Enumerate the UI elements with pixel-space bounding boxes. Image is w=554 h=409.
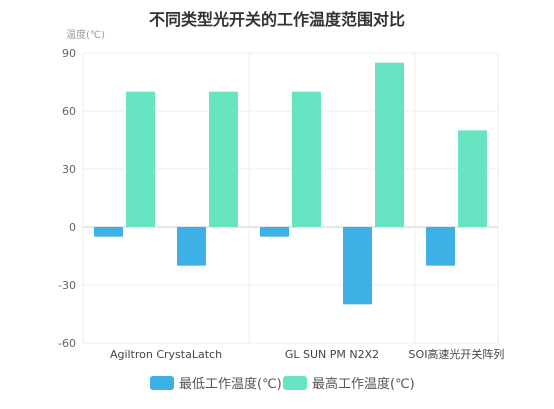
chart-title: 不同类型光开关的工作温度范围对比 <box>149 10 405 29</box>
y-axis-label: 温度(℃) <box>66 28 105 41</box>
y-axis-ticks: 90 60 30 0 -30 -60 <box>58 47 76 350</box>
legend[interactable]: 最低工作温度(℃) 最高工作温度(℃) <box>150 376 415 392</box>
bar-min-2[interactable] <box>177 227 206 266</box>
y-tick-label: -60 <box>58 337 76 350</box>
bar-min-1[interactable] <box>94 227 123 237</box>
y-tick-label: 60 <box>62 105 76 118</box>
bar-max-5[interactable] <box>458 130 487 227</box>
y-tick-label: 30 <box>62 163 76 176</box>
bar-max-4[interactable] <box>375 62 404 227</box>
legend-label: 最高工作温度(℃) <box>312 376 415 392</box>
bar-max-1[interactable] <box>126 91 155 228</box>
x-category-label: SOI高速光开关阵列 <box>409 347 505 361</box>
bar-min-3[interactable] <box>260 227 289 237</box>
x-axis-categories: Agiltron CrystaLatch GL SUN PM N2X2 SOI高速光… <box>110 347 505 361</box>
bar-max-2[interactable] <box>209 91 238 228</box>
bar-min-5[interactable] <box>426 227 455 266</box>
x-category-label: Agiltron CrystaLatch <box>110 348 222 361</box>
x-category-label: GL SUN PM N2X2 <box>285 348 379 361</box>
legend-swatch <box>283 376 307 390</box>
legend-swatch <box>150 376 174 390</box>
y-tick-label: -30 <box>58 279 76 292</box>
legend-item-max[interactable]: 最高工作温度(℃) <box>283 376 415 392</box>
legend-label: 最低工作温度(℃) <box>179 376 282 392</box>
bars <box>94 62 487 305</box>
legend-item-min[interactable]: 最低工作温度(℃) <box>150 376 282 392</box>
y-tick-label: 0 <box>69 221 76 234</box>
bar-min-4[interactable] <box>343 227 372 305</box>
y-tick-label: 90 <box>62 47 76 60</box>
bar-max-3[interactable] <box>292 91 321 228</box>
